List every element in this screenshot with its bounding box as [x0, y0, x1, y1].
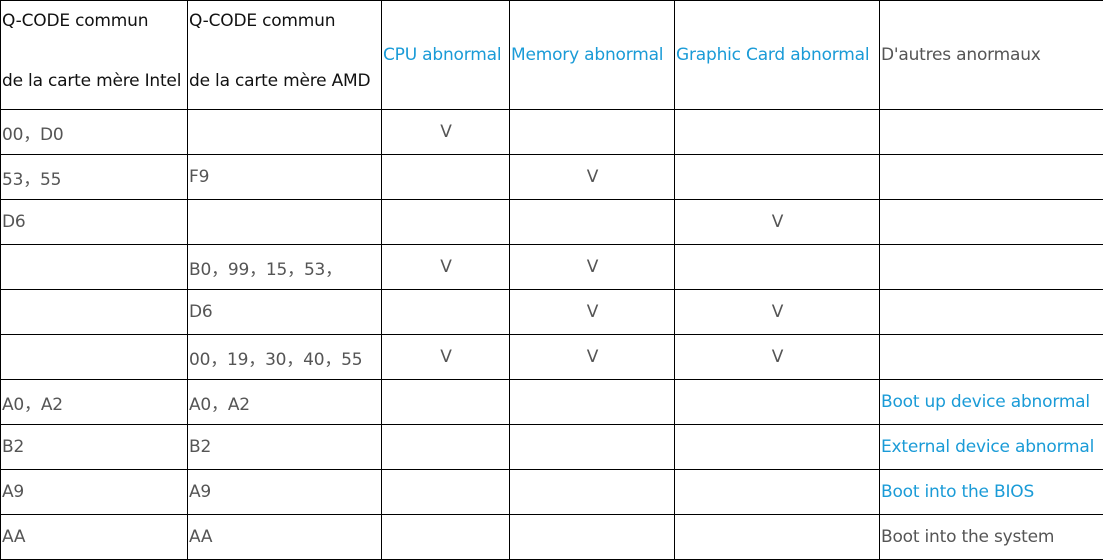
cell-gpu [675, 380, 880, 425]
cell-other [880, 335, 1103, 380]
header-row: Q-CODE commun de la carte mère Intel Q-C… [1, 1, 1103, 110]
cell-cpu [382, 515, 510, 560]
header-graphic-card-link[interactable]: Graphic Card abnormal [675, 1, 880, 110]
cell-cpu: V [382, 245, 510, 290]
cell-mem [510, 200, 675, 245]
cell-gpu [675, 425, 880, 470]
header-cpu-link[interactable]: CPU abnormal [382, 1, 510, 110]
table-row: D6 V [1, 200, 1103, 245]
cell-amd: F9 [188, 155, 382, 200]
cell-mem [510, 470, 675, 515]
cell-other [880, 290, 1103, 335]
cell-amd [188, 200, 382, 245]
cell-intel: 53，55 [1, 155, 188, 200]
header-amd: Q-CODE commun de la carte mère AMD [188, 1, 382, 110]
cell-cpu: V [382, 110, 510, 155]
cell-amd [188, 110, 382, 155]
cell-intel: B2 [1, 425, 188, 470]
header-intel: Q-CODE commun de la carte mère Intel [1, 1, 188, 110]
other-status-link[interactable]: Boot into the BIOS [880, 470, 1103, 515]
cell-cpu [382, 290, 510, 335]
cell-mem [510, 380, 675, 425]
cell-mem [510, 110, 675, 155]
cell-gpu: V [675, 290, 880, 335]
cell-other: Boot into the system [880, 515, 1103, 560]
cell-intel [1, 245, 188, 290]
cell-amd: D6 [188, 290, 382, 335]
cell-gpu: V [675, 200, 880, 245]
cell-mem: V [510, 245, 675, 290]
cell-intel: A0，A2 [1, 380, 188, 425]
cell-cpu [382, 425, 510, 470]
header-other: D'autres anormaux [880, 1, 1103, 110]
cell-amd: AA [188, 515, 382, 560]
cell-cpu [382, 155, 510, 200]
cell-gpu [675, 110, 880, 155]
cell-gpu [675, 515, 880, 560]
cell-gpu [675, 155, 880, 200]
other-status-link[interactable]: External device abnormal [880, 425, 1103, 470]
cell-other [880, 245, 1103, 290]
cell-mem [510, 425, 675, 470]
cell-other [880, 200, 1103, 245]
header-amd-line1: Q-CODE commun [189, 1, 381, 71]
header-intel-line1: Q-CODE commun [2, 1, 187, 71]
cell-amd: A9 [188, 470, 382, 515]
cell-intel: D6 [1, 200, 188, 245]
cell-amd: B0，99，15，53， [188, 245, 382, 290]
cell-mem [510, 515, 675, 560]
cell-mem: V [510, 335, 675, 380]
cell-mem: V [510, 155, 675, 200]
header-intel-line2: de la carte mère Intel [2, 71, 187, 91]
table-row: 00，D0 V [1, 110, 1103, 155]
cell-intel [1, 290, 188, 335]
cell-cpu [382, 380, 510, 425]
cell-mem: V [510, 290, 675, 335]
cell-gpu: V [675, 335, 880, 380]
other-status-link[interactable]: Boot up device abnormal [880, 380, 1103, 425]
cell-amd: A0，A2 [188, 380, 382, 425]
cell-gpu [675, 245, 880, 290]
cell-intel: AA [1, 515, 188, 560]
cell-intel [1, 335, 188, 380]
cell-other [880, 110, 1103, 155]
header-memory-link[interactable]: Memory abnormal [510, 1, 675, 110]
cell-amd: 00，19，30，40，55 [188, 335, 382, 380]
cell-cpu: V [382, 335, 510, 380]
cell-intel: 00，D0 [1, 110, 188, 155]
header-amd-line2: de la carte mère AMD [189, 71, 381, 91]
cell-cpu [382, 470, 510, 515]
cell-gpu [675, 470, 880, 515]
cell-other [880, 155, 1103, 200]
cell-intel: A9 [1, 470, 188, 515]
cell-amd: B2 [188, 425, 382, 470]
cell-cpu [382, 200, 510, 245]
